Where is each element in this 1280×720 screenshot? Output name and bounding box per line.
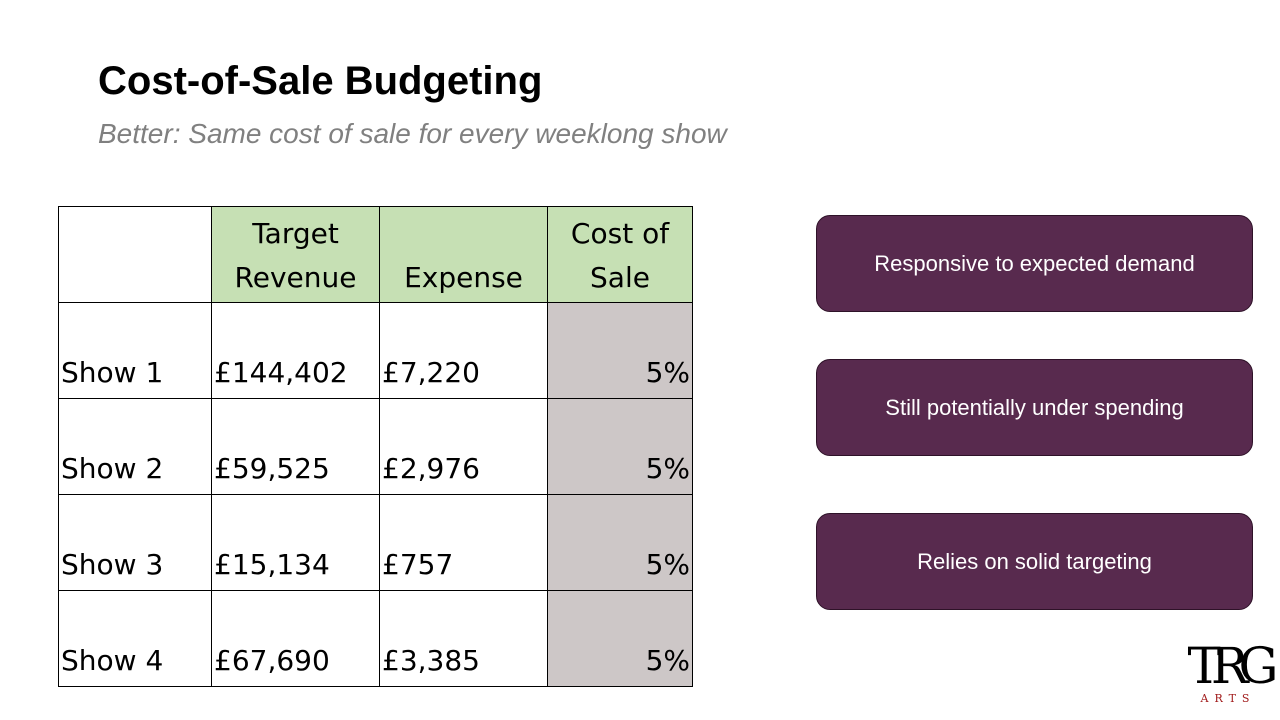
target-revenue-value: £59,525 [211, 398, 380, 495]
header-target-revenue: Target Revenue [211, 206, 380, 303]
table-row: Show 4 £67,690 £3,385 5% [58, 590, 693, 687]
cost-of-sale-value: 5% [547, 398, 693, 495]
point-label: Responsive to expected demand [874, 250, 1195, 276]
cost-of-sale-value: 5% [547, 494, 693, 591]
table-row: Show 2 £59,525 £2,976 5% [58, 398, 693, 495]
header-cost-of-sale: Cost of Sale [547, 206, 693, 303]
expense-value: £2,976 [379, 398, 548, 495]
cost-of-sale-value: 5% [547, 590, 693, 687]
logo-subtext: ARTS [1200, 692, 1256, 705]
expense-value: £757 [379, 494, 548, 591]
table-row: Show 3 £15,134 £757 5% [58, 494, 693, 591]
expense-value: £3,385 [379, 590, 548, 687]
trg-arts-logo: TRG ARTS [1186, 637, 1279, 710]
table-row: Show 1 £144,402 £7,220 5% [58, 302, 693, 399]
target-revenue-value: £15,134 [211, 494, 380, 591]
target-revenue-value: £67,690 [211, 590, 380, 687]
slide-title: Cost-of-Sale Budgeting [98, 59, 543, 103]
target-revenue-value: £144,402 [211, 302, 380, 399]
point-label: Relies on solid targeting [917, 548, 1152, 574]
point-solid-targeting: Relies on solid targeting [816, 513, 1253, 610]
header-expense: Expense [379, 206, 548, 303]
show-label: Show 2 [58, 398, 212, 495]
show-label: Show 3 [58, 494, 212, 591]
slide-subtitle: Better: Same cost of sale for every week… [98, 118, 727, 149]
logo-mark: TRG [1187, 637, 1279, 695]
point-responsive-demand: Responsive to expected demand [816, 215, 1253, 312]
cost-of-sale-value: 5% [547, 302, 693, 399]
expense-value: £7,220 [379, 302, 548, 399]
point-under-spending: Still potentially under spending [816, 359, 1253, 456]
show-label: Show 4 [58, 590, 212, 687]
show-label: Show 1 [58, 302, 212, 399]
point-label: Still potentially under spending [885, 394, 1184, 420]
header-empty-cell [58, 206, 212, 303]
table-header-row: Target Revenue Expense Cost of Sale [58, 206, 693, 303]
budget-table: Target Revenue Expense Cost of Sale Show… [58, 206, 693, 687]
